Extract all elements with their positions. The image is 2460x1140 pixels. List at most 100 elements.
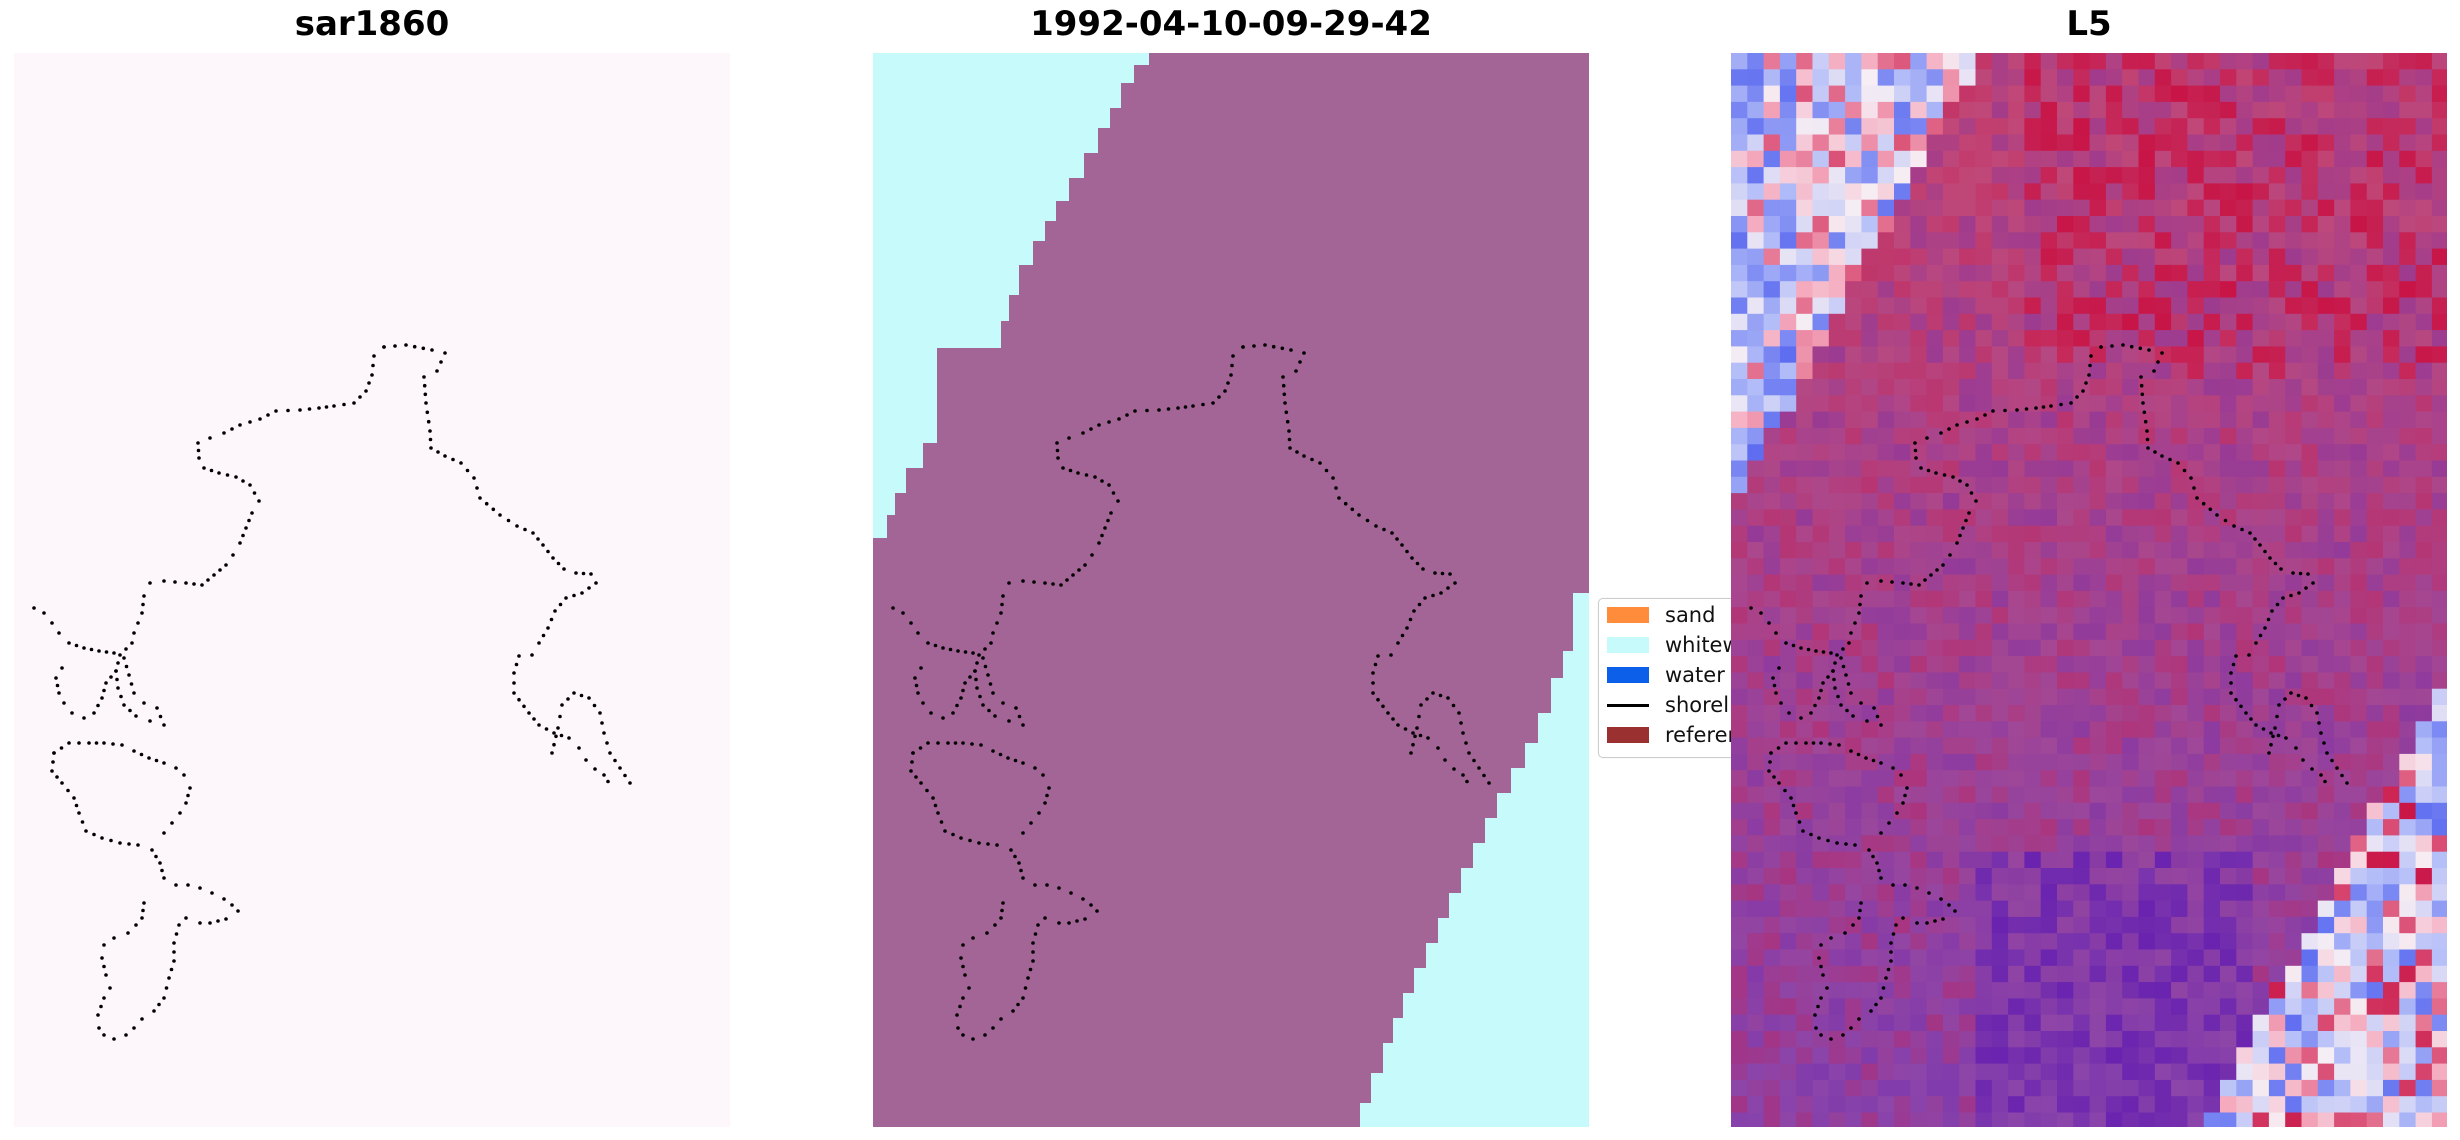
shoreline-dot bbox=[963, 650, 968, 654]
shoreline-dot bbox=[1915, 921, 1919, 925]
l5-pixel bbox=[1861, 411, 1879, 429]
sar-image-panel bbox=[14, 53, 730, 1127]
l5-pixel bbox=[2285, 379, 2303, 396]
l5-pixel bbox=[2252, 264, 2270, 282]
shoreline-dot bbox=[2075, 395, 2079, 399]
l5-pixel bbox=[1975, 721, 1993, 739]
l5-pixel bbox=[1812, 427, 1830, 445]
l5-pixel bbox=[2268, 346, 2286, 364]
shoreline-dot bbox=[1811, 741, 1816, 745]
l5-pixel bbox=[2171, 1047, 2188, 1065]
l5-pixel bbox=[1959, 916, 1977, 934]
l5-pixel bbox=[2383, 900, 2400, 918]
l5-pixel bbox=[2138, 705, 2156, 722]
l5-pixel bbox=[2301, 411, 2319, 429]
l5-pixel bbox=[2415, 1096, 2433, 1114]
shoreline-dot bbox=[1409, 751, 1413, 755]
l5-pixel bbox=[2154, 786, 2172, 804]
l5-pixel bbox=[1731, 85, 1748, 103]
l5-pixel bbox=[2203, 705, 2221, 722]
l5-pixel bbox=[2252, 933, 2270, 951]
l5-pixel bbox=[2334, 444, 2351, 462]
l5-pixel bbox=[2105, 264, 2123, 282]
l5-pixel bbox=[2024, 264, 2042, 282]
l5-pixel bbox=[1910, 786, 1928, 804]
shoreline-dot bbox=[1191, 404, 1195, 408]
shoreline-dot bbox=[1043, 801, 1047, 805]
l5-pixel bbox=[2024, 819, 2042, 836]
l5-pixel bbox=[2236, 118, 2254, 136]
l5-pixel bbox=[2317, 460, 2335, 478]
l5-pixel bbox=[1959, 509, 1977, 527]
l5-pixel bbox=[1731, 770, 1748, 788]
l5-pixel bbox=[2220, 672, 2237, 690]
l5-pixel bbox=[1975, 281, 1993, 299]
l5-pixel bbox=[2057, 770, 2074, 788]
shoreline-dot bbox=[50, 769, 54, 773]
l5-pixel bbox=[2073, 1112, 2091, 1127]
l5-pixel bbox=[2040, 281, 2058, 299]
l5-pixel bbox=[2073, 53, 2091, 70]
shoreline-dot bbox=[218, 568, 222, 572]
l5-pixel bbox=[1747, 476, 1765, 494]
l5-pixel bbox=[1975, 395, 1993, 413]
l5-pixel bbox=[2383, 623, 2400, 641]
l5-pixel bbox=[2334, 688, 2351, 706]
l5-pixel bbox=[2138, 916, 2156, 934]
shoreline-dot bbox=[1829, 651, 1833, 655]
l5-pixel bbox=[1845, 330, 1862, 347]
l5-pixel bbox=[1812, 395, 1830, 413]
shoreline-dot bbox=[1951, 475, 1955, 479]
l5-pixel bbox=[2057, 493, 2074, 510]
l5-pixel bbox=[2317, 1014, 2335, 1032]
l5-pixel bbox=[2187, 330, 2205, 347]
shoreline-dot bbox=[158, 861, 162, 865]
l5-pixel bbox=[2399, 851, 2417, 869]
l5-pixel bbox=[2415, 639, 2433, 657]
l5-pixel bbox=[1877, 444, 1895, 462]
l5-pixel bbox=[2366, 705, 2384, 722]
shoreline-dot bbox=[1017, 861, 1021, 865]
l5-pixel bbox=[2383, 835, 2400, 853]
sar-background bbox=[14, 53, 730, 1127]
l5-pixel bbox=[1959, 982, 1977, 999]
shoreline-dot bbox=[1068, 468, 1073, 473]
l5-pixel bbox=[2285, 199, 2303, 217]
shoreline-dot bbox=[1021, 723, 1025, 727]
l5-pixel bbox=[1812, 737, 1830, 755]
l5-pixel bbox=[2122, 1079, 2140, 1097]
panel-title-l5: L5 bbox=[2066, 4, 2112, 44]
l5-pixel bbox=[2383, 460, 2400, 478]
shoreline-dot bbox=[1777, 666, 1781, 670]
l5-pixel bbox=[2415, 134, 2433, 152]
l5-pixel bbox=[2057, 1031, 2074, 1048]
l5-pixel bbox=[2024, 949, 2042, 967]
l5-pixel bbox=[1731, 542, 1748, 559]
shoreline-dot bbox=[472, 476, 476, 480]
l5-pixel bbox=[2171, 232, 2188, 250]
l5-pixel bbox=[1763, 330, 1781, 347]
l5-pixel bbox=[2252, 330, 2270, 347]
l5-pixel bbox=[2203, 1031, 2221, 1048]
shoreline-dot bbox=[1819, 943, 1823, 947]
l5-pixel bbox=[2008, 542, 2025, 559]
l5-pixel bbox=[2285, 916, 2303, 934]
l5-pixel bbox=[2236, 167, 2254, 184]
shoreline-dot bbox=[2015, 408, 2019, 412]
l5-pixel bbox=[1959, 639, 1977, 657]
l5-pixel bbox=[2008, 85, 2025, 103]
shoreline-dot bbox=[1965, 420, 1969, 424]
l5-pixel bbox=[2024, 118, 2042, 136]
l5-pixel bbox=[2203, 900, 2221, 918]
l5-pixel bbox=[1845, 884, 1862, 902]
shoreline-dot bbox=[210, 891, 214, 895]
l5-pixel bbox=[2366, 933, 2384, 951]
l5-pixel bbox=[1828, 607, 1846, 625]
shoreline-dot bbox=[498, 513, 502, 517]
shoreline-dot bbox=[1806, 647, 1811, 652]
l5-pixel bbox=[1747, 1096, 1765, 1114]
l5-pixel bbox=[2171, 313, 2188, 331]
l5-pixel bbox=[1942, 998, 1960, 1016]
l5-pixel bbox=[2366, 590, 2384, 608]
l5-pixel bbox=[2122, 525, 2140, 543]
